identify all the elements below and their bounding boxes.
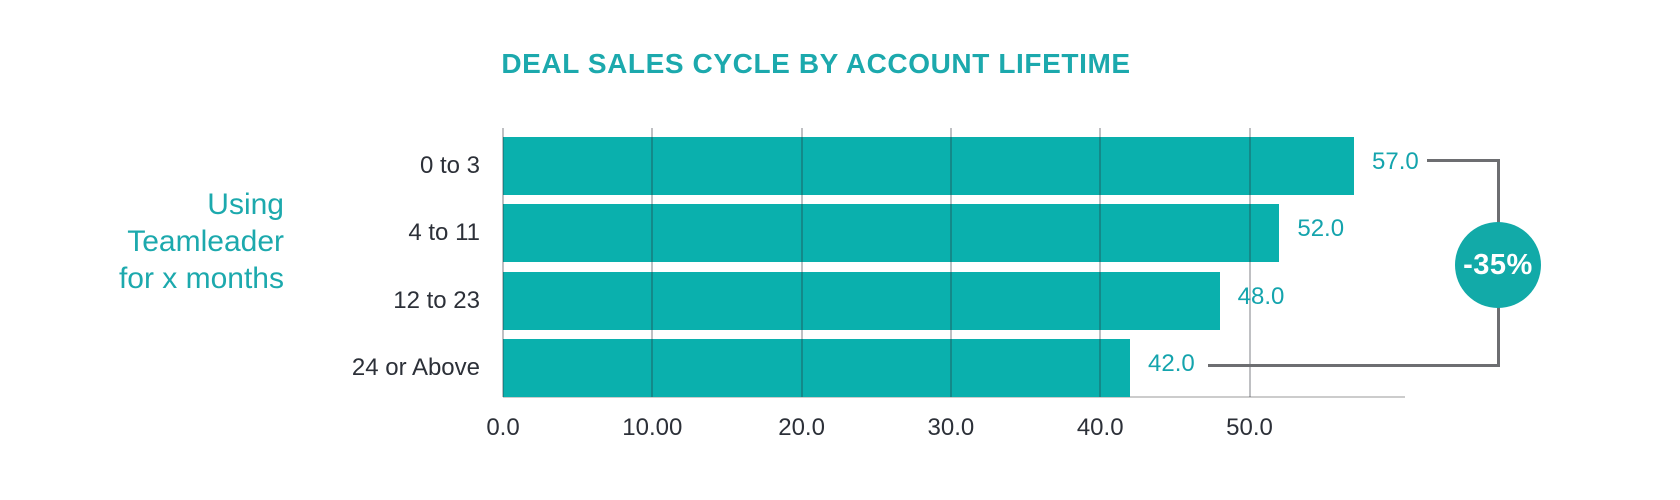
gridline-40 (1099, 128, 1102, 397)
change-badge: -35% (1455, 222, 1541, 308)
gridline-10 (651, 128, 654, 397)
x-tick-label: 10.00 (622, 414, 683, 441)
x-tick-label: 30.0 (927, 414, 975, 441)
category-label: 12 to 23 (393, 286, 480, 314)
category-label: 4 to 11 (408, 219, 480, 247)
x-tick-label: 0.0 (486, 414, 520, 441)
x-axis-line (503, 396, 1405, 398)
bar-12-to-23 (503, 271, 1220, 330)
x-tick-label: 50.0 (1226, 414, 1273, 441)
bar-0-to-3 (503, 137, 1354, 195)
y-axis-label: Using Teamleader for x months (60, 186, 284, 297)
bracket-bottom-line (1208, 364, 1500, 367)
bar-value-label: 52.0 (1297, 215, 1345, 243)
y-axis-label-line-1: Using (207, 188, 284, 221)
gridline-30 (949, 128, 952, 397)
gridline-20 (800, 128, 803, 397)
bar-value-label: 48.0 (1237, 282, 1285, 310)
y-axis-label-line-2: Teamleader (127, 225, 284, 258)
gridline-0 (502, 128, 504, 397)
bar-value-label: 42.0 (1148, 349, 1195, 377)
bar-4-to-11 (503, 204, 1280, 263)
y-axis-label-line-3: for x months (118, 262, 284, 295)
bar-24-or-above (503, 338, 1131, 397)
category-label: 0 to 3 (419, 152, 480, 179)
chart-title: DEAL SALES CYCLE BY ACCOUNT LIFETIME (501, 48, 1131, 79)
bracket-top-line (1427, 159, 1500, 162)
category-label: 24 or Above (351, 353, 480, 381)
bar-value-label: 57.0 (1372, 148, 1419, 175)
x-tick-label: 40.0 (1076, 414, 1124, 441)
x-tick-label: 20.0 (778, 414, 825, 441)
gridline-50 (1248, 128, 1251, 397)
